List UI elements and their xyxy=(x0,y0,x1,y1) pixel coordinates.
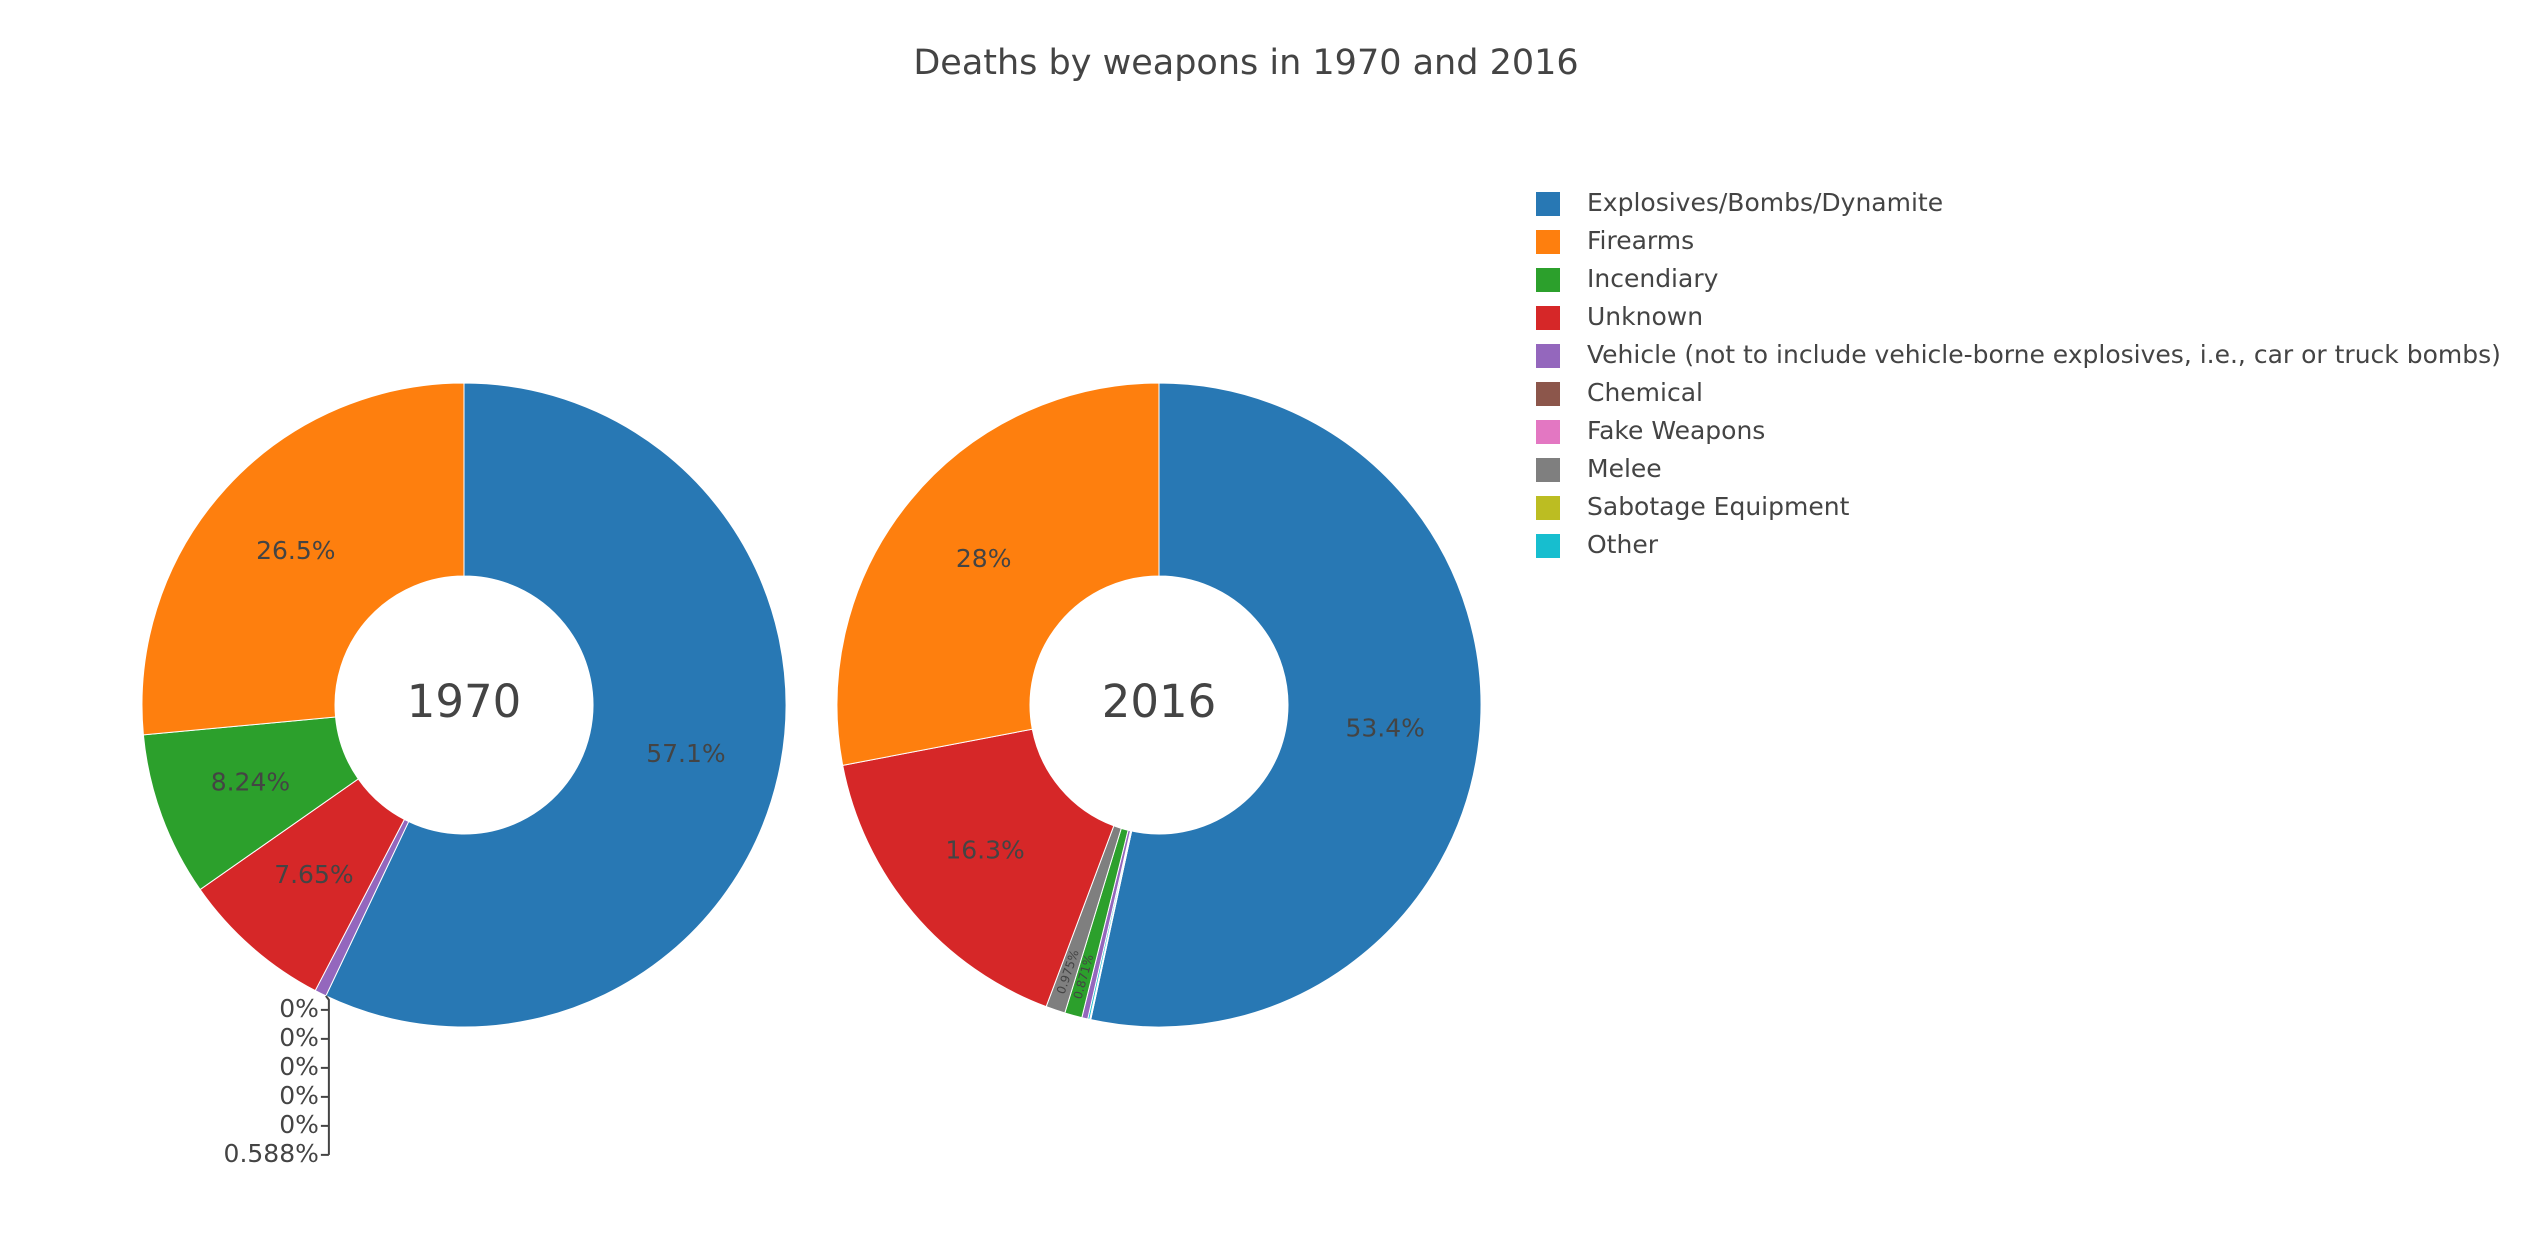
pie-slice xyxy=(842,728,1115,1008)
legend-label: Firearms xyxy=(1587,226,1694,255)
pie-slice xyxy=(141,382,465,736)
slice-label: 53.4% xyxy=(1345,713,1424,742)
slice-label: 0% xyxy=(279,1052,319,1081)
legend-label: Fake Weapons xyxy=(1587,416,1765,445)
slice-label: 0% xyxy=(279,1110,319,1139)
legend-swatch xyxy=(1536,344,1560,368)
slice-label: 57.1% xyxy=(646,739,725,768)
legend-swatch xyxy=(1536,534,1560,558)
donut-center-label: 2016 xyxy=(1102,675,1217,728)
slice-label: 0% xyxy=(279,1023,319,1052)
pie-slice xyxy=(325,382,787,1028)
legend-label: Sabotage Equipment xyxy=(1587,492,1850,521)
legend-swatch xyxy=(1536,306,1560,330)
leader-line xyxy=(325,995,330,1155)
slice-label: 28% xyxy=(956,544,1012,573)
legend-label: Melee xyxy=(1587,454,1662,483)
slice-label: 16.3% xyxy=(945,836,1024,865)
chart-title: Deaths by weapons in 1970 and 2016 xyxy=(913,43,1578,83)
legend-swatch xyxy=(1536,192,1560,216)
legend-label: Unknown xyxy=(1587,302,1703,331)
slice-label: 0% xyxy=(279,994,319,1023)
legend-swatch xyxy=(1536,420,1560,444)
slice-label: 7.65% xyxy=(274,860,353,889)
pie-slice xyxy=(836,382,1160,766)
legend-swatch xyxy=(1536,268,1560,292)
legend-label: Other xyxy=(1587,530,1659,559)
legend-label: Explosives/Bombs/Dynamite xyxy=(1587,188,1943,217)
donut-center-label: 1970 xyxy=(407,675,522,728)
slice-label: 0% xyxy=(279,1081,319,1110)
legend-label: Vehicle (not to include vehicle-borne ex… xyxy=(1587,340,2501,369)
legend-label: Chemical xyxy=(1587,378,1703,407)
slice-label: 8.24% xyxy=(211,767,290,796)
legend-swatch xyxy=(1536,496,1560,520)
slice-label: 26.5% xyxy=(256,536,335,565)
legend-swatch xyxy=(1536,382,1560,406)
legend-swatch xyxy=(1536,458,1560,482)
legend-swatch xyxy=(1536,230,1560,254)
legend-label: Incendiary xyxy=(1587,264,1719,293)
pie-slice xyxy=(1090,382,1482,1028)
slice-label: 0.588% xyxy=(224,1139,319,1168)
